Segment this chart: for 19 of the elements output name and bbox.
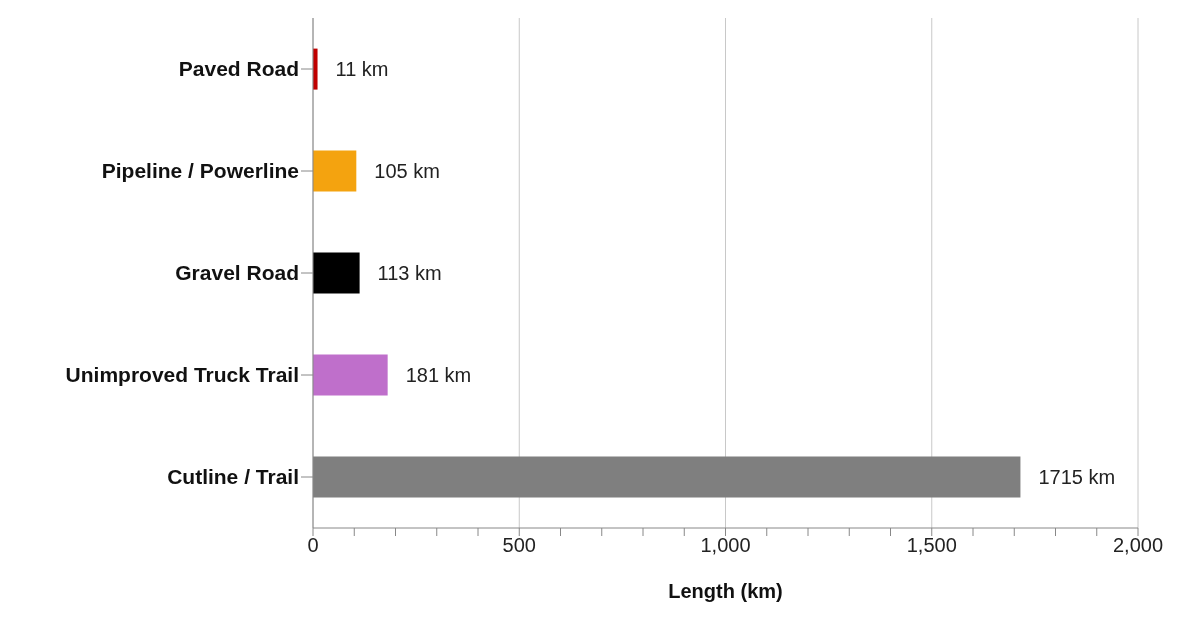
x-tick-label: 0 (307, 534, 319, 557)
data-label: 181 km (405, 364, 472, 387)
x-tick-label: 1,500 (906, 534, 957, 557)
bar (313, 252, 360, 294)
data-label: 113 km (377, 262, 442, 285)
y-tick-label: Gravel Road (175, 261, 299, 285)
data-label: 11 km (335, 58, 389, 81)
x-tick-label: 500 (502, 534, 536, 557)
x-tick-label: 1,000 (700, 534, 751, 557)
y-tick-label: Paved Road (178, 57, 299, 81)
bar (313, 354, 388, 396)
y-tick-label: Cutline / Trail (167, 465, 299, 489)
data-label: 105 km (374, 160, 440, 183)
y-tick-label: Pipeline / Powerline (101, 159, 299, 183)
x-tick-label: 2,000 (1112, 534, 1164, 557)
bar (313, 150, 357, 192)
data-label: 1715 km (1038, 466, 1116, 489)
x-axis-title: Length (km) (668, 580, 783, 602)
y-tick-label: Unimproved Truck Trail (65, 363, 299, 387)
